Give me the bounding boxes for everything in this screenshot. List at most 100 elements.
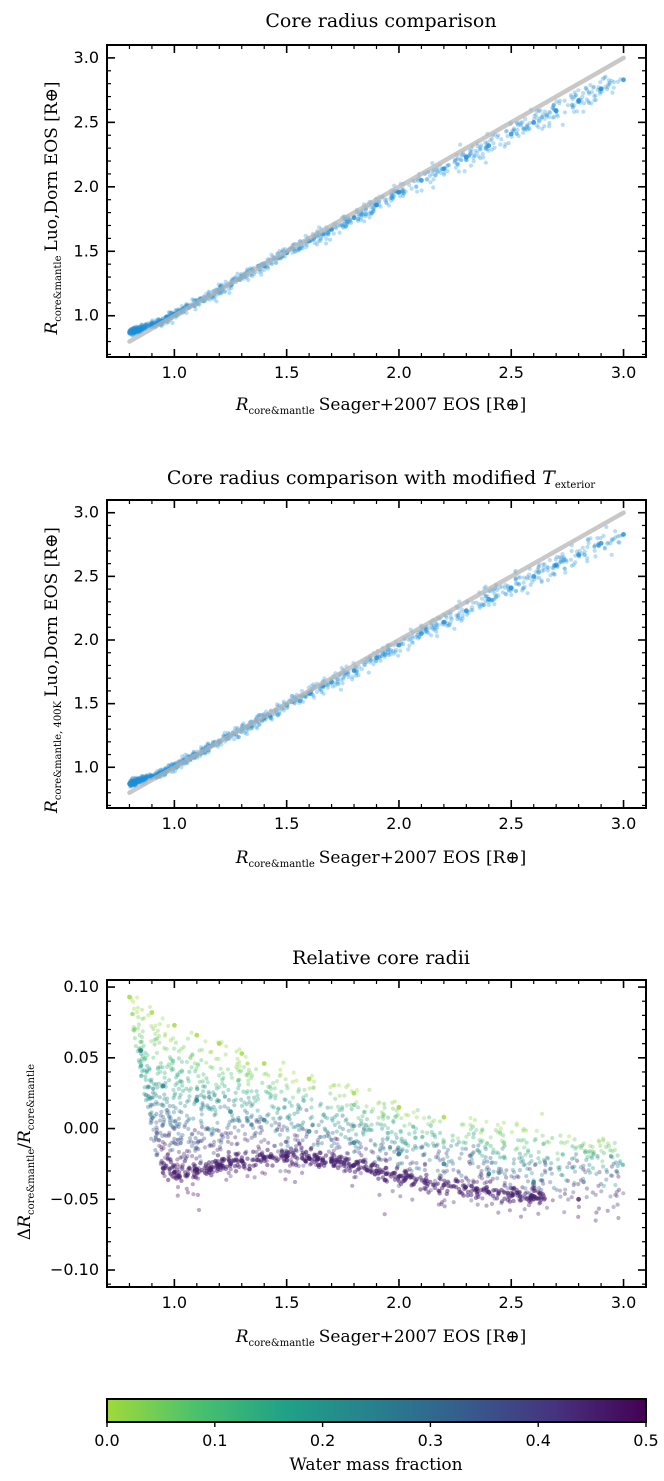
data-point: [232, 737, 237, 742]
data-point: [541, 562, 546, 567]
data-point: [488, 1155, 493, 1161]
data-point: [428, 180, 433, 185]
data-point: [309, 1097, 314, 1102]
data-point: [184, 1186, 189, 1191]
data-point: [140, 326, 145, 331]
x-tick-label: 2.5: [499, 814, 524, 833]
data-point: [496, 1210, 501, 1215]
data-point: [302, 1087, 307, 1092]
data-point: [256, 1096, 261, 1102]
data-point: [329, 1105, 334, 1110]
data-point: [149, 1024, 154, 1029]
data-point: [136, 327, 141, 332]
data-point: [491, 1188, 496, 1193]
data-point: [290, 1162, 296, 1167]
data-point: [193, 1175, 199, 1180]
data-point: [386, 1115, 391, 1120]
data-point: [524, 124, 529, 129]
data-point: [423, 1141, 428, 1146]
data-point: [176, 1131, 181, 1136]
data-point: [414, 1115, 419, 1120]
data-point: [586, 91, 592, 96]
data-point: [287, 1100, 292, 1105]
data-point: [562, 110, 568, 115]
series-point: [531, 1179, 537, 1185]
data-point: [310, 1114, 315, 1119]
data-point: [597, 91, 603, 96]
data-point: [146, 1084, 151, 1089]
data-point: [371, 209, 376, 214]
data-point: [265, 1162, 270, 1168]
data-point: [199, 1058, 204, 1063]
data-point: [477, 1137, 482, 1143]
colorbar-ticks: 0.0 0.1 0.2 0.3 0.4 0.5: [94, 1422, 659, 1450]
data-point: [151, 1086, 156, 1091]
data-point: [182, 1124, 187, 1129]
series-point: [441, 619, 447, 625]
data-point: [569, 94, 574, 100]
data-point: [189, 1132, 194, 1137]
data-point: [150, 1090, 155, 1095]
data-point: [337, 1145, 342, 1150]
data-point: [401, 187, 406, 192]
series-point: [351, 1140, 357, 1146]
data-point: [341, 1161, 346, 1166]
data-point: [586, 99, 591, 104]
data-point: [621, 1191, 626, 1196]
data-point: [441, 172, 446, 177]
data-point: [162, 1070, 167, 1075]
data-point: [137, 327, 142, 332]
data-point: [437, 168, 442, 173]
data-point: [542, 109, 548, 114]
data-point: [571, 562, 576, 567]
data-point: [484, 1203, 489, 1208]
data-point: [204, 1076, 209, 1081]
data-point: [424, 177, 429, 182]
data-point: [435, 1168, 440, 1173]
data-point: [132, 327, 137, 332]
data-point: [426, 630, 431, 636]
data-point: [279, 1142, 284, 1147]
data-point: [584, 97, 589, 102]
data-point: [143, 1050, 148, 1055]
data-point: [550, 105, 555, 111]
series-point: [441, 1161, 447, 1167]
x-tick-label: 2.0: [386, 814, 411, 833]
data-point: [350, 1127, 355, 1132]
data-point: [164, 1047, 169, 1052]
data-point: [332, 1122, 337, 1127]
data-point: [527, 121, 532, 126]
data-point: [161, 1161, 166, 1166]
data-point: [173, 308, 178, 313]
data-point: [226, 1150, 231, 1155]
data-point: [286, 1169, 291, 1174]
data-point: [287, 1113, 292, 1118]
data-point: [179, 1059, 184, 1064]
data-point: [433, 173, 438, 178]
data-point: [574, 1152, 579, 1157]
data-point: [522, 1145, 527, 1150]
data-point: [539, 1195, 544, 1200]
data-point: [363, 1160, 368, 1165]
data-point: [358, 217, 363, 223]
data-point: [326, 232, 331, 237]
data-point: [445, 1188, 450, 1194]
data-point: [295, 1110, 300, 1115]
data-point: [586, 541, 591, 546]
data-point: [135, 326, 140, 331]
data-point: [515, 121, 520, 126]
data-point: [406, 637, 411, 643]
data-point: [605, 1208, 610, 1213]
data-point: [254, 1067, 259, 1072]
data-point: [504, 128, 509, 133]
data-point: [132, 329, 137, 334]
data-point: [452, 157, 457, 163]
data-point: [300, 699, 306, 704]
x-tick-label: 1.0: [162, 363, 187, 382]
data-point: [358, 1171, 363, 1176]
data-point: [170, 1147, 175, 1152]
data-point: [543, 1162, 548, 1168]
series-point: [216, 1162, 222, 1168]
data-point: [333, 1096, 338, 1101]
data-point: [318, 236, 323, 241]
